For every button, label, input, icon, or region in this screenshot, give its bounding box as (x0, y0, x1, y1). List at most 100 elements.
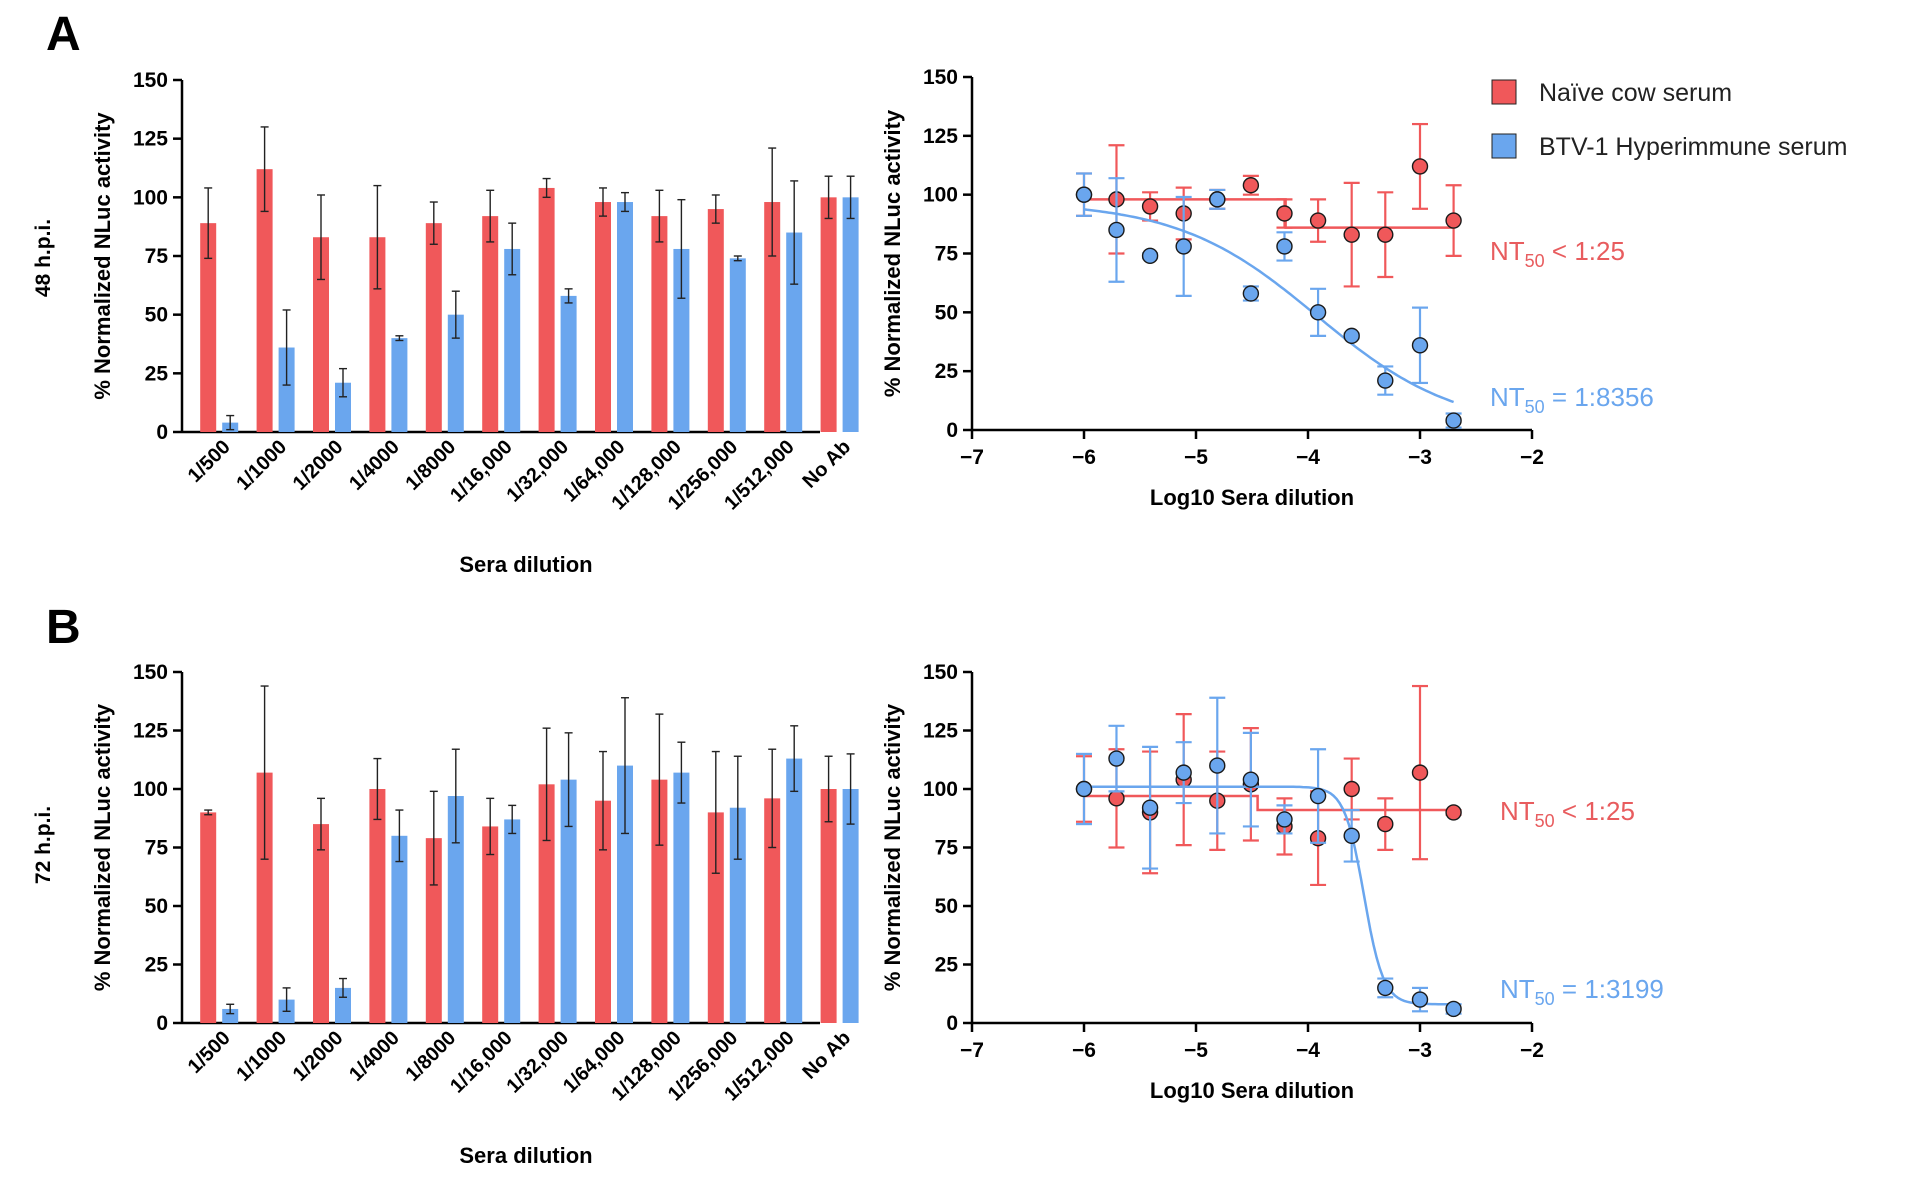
data-point (1377, 979, 1394, 997)
bar (425, 223, 442, 432)
bar (538, 784, 555, 1023)
nt50-annotation: NT50 < 1:25 (1500, 796, 1635, 831)
bar (482, 216, 499, 432)
data-point (1108, 790, 1125, 807)
data-point (1276, 811, 1293, 828)
y-tick-label: 75 (935, 243, 959, 266)
bar (560, 295, 577, 432)
legend-item-naive: Naïve cow serum (1491, 79, 1732, 107)
y-tick-label: 50 (145, 895, 168, 918)
data-point (1242, 177, 1260, 194)
y-tick-label: 0 (156, 1012, 168, 1035)
y-tick-label: 100 (133, 186, 168, 209)
bar (256, 772, 273, 1023)
bar (369, 789, 386, 1023)
fit-curve (1084, 198, 1454, 229)
nt50-prefix: NT (1500, 974, 1535, 1004)
nt50-subscript: 50 (1535, 811, 1555, 831)
data-point (1209, 757, 1226, 774)
data-point (1309, 787, 1327, 805)
bar (820, 789, 837, 1023)
legend-label-naive: Naïve cow serum (1539, 79, 1732, 107)
bar (707, 209, 724, 432)
y-tick-label: 125 (923, 125, 958, 148)
data-point (1377, 372, 1394, 389)
x-tick-label: −4 (1296, 446, 1320, 469)
bar (222, 1008, 239, 1023)
x-tick-label: −7 (960, 446, 984, 469)
y-tick-label: 100 (923, 184, 958, 207)
nt50-value: < 1:25 (1555, 796, 1635, 826)
y-tick-label: 125 (133, 128, 168, 151)
bar (786, 758, 803, 1023)
x-tick-label: −4 (1296, 1039, 1320, 1062)
y-tick-label: 25 (935, 954, 959, 977)
bar (278, 347, 295, 432)
x-tick-label: No Ab (798, 436, 855, 493)
data-point (1108, 221, 1125, 239)
bar (595, 202, 611, 432)
x-tick-label: −6 (1072, 446, 1096, 469)
bar (256, 169, 273, 432)
data-point (1175, 764, 1192, 781)
data-point (1411, 764, 1429, 781)
y-tick-label: 75 (145, 837, 169, 860)
x-tick-label: No Ab (798, 1027, 855, 1084)
data-point (1276, 238, 1293, 255)
y-tick-label: 25 (935, 360, 959, 383)
nt50-annotation: NT50 = 1:8356 (1490, 382, 1654, 417)
x-tick-label: −5 (1184, 1039, 1208, 1062)
chart-b-curve: 0 25 50 75 100 125 150 % Normalized NLuc activi… (880, 661, 1664, 1103)
nt50-subscript: 50 (1525, 251, 1545, 271)
data-point (1343, 327, 1360, 345)
bar (651, 779, 668, 1023)
x-tick-label: −7 (960, 1039, 984, 1062)
bar (764, 798, 781, 1023)
y-tick-label: 75 (935, 837, 959, 860)
data-point (1343, 226, 1360, 243)
x-axis-title: Log10 Sera dilution (1150, 1078, 1354, 1103)
x-axis-title: Sera dilution (459, 552, 592, 577)
bar (729, 807, 746, 1023)
data-point (1377, 226, 1394, 243)
x-tick-label: 1/1000 (232, 1027, 291, 1086)
y-axis-title: % Normalized NLuc activity (90, 112, 115, 400)
y-tick-label: 75 (145, 245, 169, 268)
y-tick-label: 25 (145, 954, 169, 977)
data-point (1075, 780, 1093, 798)
row-label-72hpi: 72 h.p.i. (32, 806, 55, 884)
data-point (1343, 780, 1360, 798)
bar (786, 232, 803, 432)
data-point (1411, 337, 1429, 354)
data-point (1309, 212, 1327, 229)
row-label-48hpi: 48 h.p.i. (32, 219, 55, 297)
bar (595, 800, 611, 1023)
data-point (1141, 247, 1159, 265)
y-tick-label: 50 (145, 304, 168, 327)
data-point (1141, 198, 1159, 215)
data-point (1075, 186, 1093, 203)
chart-a-bar: 0 25 50 75 100 125 150 % Normalized NLuc activi… (90, 69, 859, 577)
fit-curve (1083, 208, 1455, 404)
x-tick-label: −6 (1072, 1039, 1096, 1062)
bar (369, 237, 386, 432)
bar (617, 202, 633, 432)
x-tick-label: −5 (1184, 446, 1208, 469)
data-point (1309, 304, 1327, 321)
y-tick-label: 50 (935, 301, 958, 324)
y-axis-title: % Normalized NLuc activity (880, 703, 905, 991)
data-point (1108, 750, 1125, 767)
bar (200, 223, 217, 432)
data-point (1445, 212, 1462, 229)
data-point (1411, 991, 1429, 1008)
y-tick-label: 125 (923, 720, 958, 743)
y-tick-label: 25 (145, 362, 169, 385)
bar (617, 765, 633, 1023)
data-point (1445, 804, 1462, 821)
y-tick-label: 150 (133, 661, 168, 684)
bar (200, 812, 217, 1023)
x-tick-label: −2 (1520, 446, 1544, 469)
x-tick-label: 1/4000 (345, 1027, 404, 1086)
bar (482, 826, 499, 1023)
